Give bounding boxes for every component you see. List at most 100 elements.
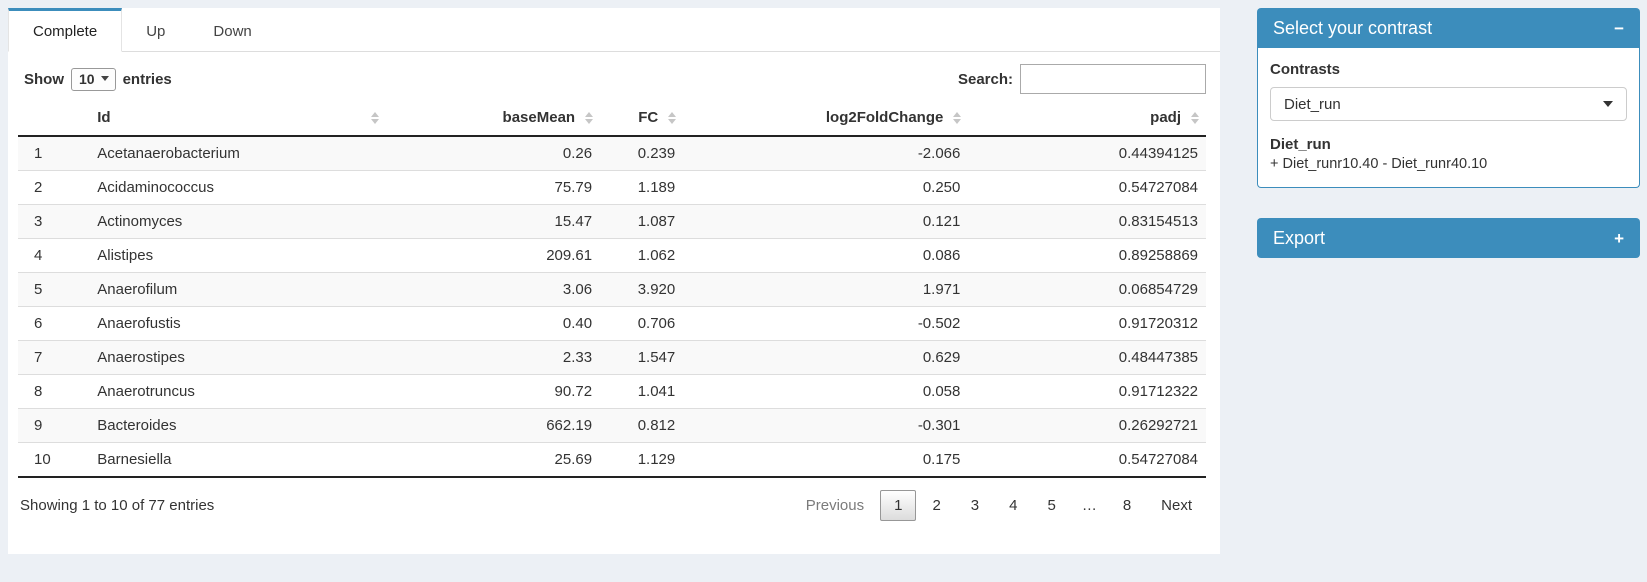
entries-length-control: Show 10 entries	[24, 67, 172, 91]
collapse-minus-icon[interactable]: −	[1614, 18, 1624, 38]
paginate-page-1[interactable]: 1	[880, 490, 917, 521]
cell-padj: 0.48447385	[1118, 349, 1198, 366]
cell-log2foldchange: 0.629	[922, 349, 961, 366]
row-number: 1	[34, 145, 43, 162]
export-panel: Export +	[1257, 218, 1640, 258]
sort-icon[interactable]	[1191, 111, 1199, 124]
row-number: 5	[34, 281, 43, 298]
row-number: 10	[34, 451, 51, 468]
cell-id: Anaerofustis	[97, 315, 181, 332]
paginate-page-2[interactable]: 2	[932, 497, 941, 514]
sort-icon[interactable]	[668, 111, 677, 124]
page: Complete Up Down Show 10 entries Search: I	[8, 8, 1640, 554]
cell-log2foldchange: 0.250	[922, 179, 961, 196]
contrast-panel: Select your contrast − Contrasts Diet_ru…	[1257, 8, 1640, 188]
cell-log2foldchange: -2.066	[917, 145, 961, 162]
search-label: Search:	[957, 70, 1013, 88]
show-label: Show	[24, 70, 64, 88]
column-header-rownum	[18, 100, 90, 137]
paginate-ellipsis: …	[1081, 497, 1097, 514]
cell-padj: 0.06854729	[1118, 281, 1198, 298]
column-header-basemean[interactable]: baseMean	[386, 100, 601, 137]
cell-id: Bacteroides	[97, 417, 177, 434]
cell-padj: 0.91712322	[1118, 383, 1198, 400]
row-number: 6	[34, 315, 43, 332]
cell-basemean: 209.61	[546, 247, 593, 264]
cell-basemean: 75.79	[554, 179, 593, 196]
row-number: 8	[34, 383, 43, 400]
tab-bar: Complete Up Down	[8, 8, 1220, 52]
cell-fc: 3.920	[637, 281, 676, 298]
table-row[interactable]: 3 Actinomyces 15.47 1.087 0.121 0.83154513	[18, 204, 1206, 239]
column-header-padj[interactable]: padj	[968, 100, 1206, 137]
cell-basemean: 0.40	[562, 315, 593, 332]
paginate-next-button[interactable]: Next	[1161, 497, 1192, 514]
table-row[interactable]: 5 Anaerofilum 3.06 3.920 1.971 0.06854729	[18, 272, 1206, 307]
cell-log2foldchange: 0.058	[922, 383, 961, 400]
column-header-fc[interactable]: FC	[600, 100, 684, 137]
sort-icon[interactable]	[371, 111, 380, 124]
contrast-panel-header[interactable]: Select your contrast −	[1257, 8, 1640, 48]
pagination: Previous 1 2 3 4 5 … 8 Next	[790, 490, 1206, 521]
sort-icon[interactable]	[585, 111, 594, 124]
cell-log2foldchange: 1.971	[922, 281, 961, 298]
caret-down-icon	[100, 76, 109, 81]
cell-padj: 0.26292721	[1118, 417, 1198, 434]
cell-id: Barnesiella	[97, 451, 172, 468]
cell-padj: 0.89258869	[1118, 247, 1198, 264]
cell-basemean: 0.26	[562, 145, 593, 162]
table-footer: Showing 1 to 10 of 77 entries Previous 1 2…	[18, 478, 1206, 531]
cell-padj: 0.44394125	[1118, 145, 1198, 162]
cell-id: Acetanaerobacterium	[97, 145, 240, 162]
table-row[interactable]: 8 Anaerotruncus 90.72 1.041 0.058 0.91712322	[18, 374, 1206, 409]
results-table: Id baseMean FC log2FoldChange padj 1 Acetanae…	[18, 100, 1206, 478]
cell-id: Anaerostipes	[97, 349, 185, 366]
paginate-previous-button[interactable]: Previous	[805, 497, 865, 514]
contrast-panel-body: Contrasts Diet_run Diet_run + Diet_runr1…	[1257, 48, 1640, 188]
collapse-plus-icon[interactable]: +	[1614, 228, 1624, 248]
cell-fc: 1.041	[637, 383, 676, 400]
cell-id: Anaerofilum	[97, 281, 178, 298]
column-header-id[interactable]: Id	[89, 100, 387, 137]
column-label: Id	[97, 109, 111, 126]
table-info: Showing 1 to 10 of 77 entries	[20, 497, 215, 514]
tab-up[interactable]: Up	[146, 23, 166, 40]
table-row[interactable]: 4 Alistipes 209.61 1.062 0.086 0.89258869	[18, 238, 1206, 273]
sidebar: Select your contrast − Contrasts Diet_ru…	[1257, 8, 1640, 554]
paginate-page-8[interactable]: 8	[1122, 497, 1132, 514]
row-number: 2	[34, 179, 43, 196]
search-input[interactable]	[1020, 64, 1206, 94]
paginate-page-4[interactable]: 4	[1009, 497, 1018, 514]
cell-padj: 0.54727084	[1118, 179, 1198, 196]
table-row[interactable]: 1 Acetanaerobacterium 0.26 0.239 -2.066 0.443…	[18, 136, 1206, 171]
cell-fc: 1.087	[637, 213, 676, 230]
table-row[interactable]: 10 Barnesiella 25.69 1.129 0.175 0.54727084	[18, 442, 1206, 478]
column-header-log2foldchange[interactable]: log2FoldChange	[683, 100, 969, 137]
tab-down[interactable]: Down	[213, 23, 252, 40]
cell-basemean: 662.19	[546, 417, 593, 434]
cell-log2foldchange: -0.502	[917, 315, 961, 332]
paginate-page-3[interactable]: 3	[970, 497, 980, 514]
cell-padj: 0.54727084	[1118, 451, 1198, 468]
cell-fc: 1.062	[637, 247, 676, 264]
cell-fc: 1.189	[637, 179, 676, 196]
caret-down-icon	[1603, 101, 1613, 107]
cell-fc: 0.239	[637, 145, 676, 162]
cell-log2foldchange: 0.175	[922, 451, 961, 468]
cell-basemean: 90.72	[554, 383, 593, 400]
table-row[interactable]: 7 Anaerostipes 2.33 1.547 0.629 0.48447385	[18, 340, 1206, 375]
table-row[interactable]: 2 Acidaminococcus 75.79 1.189 0.250 0.5472708…	[18, 170, 1206, 205]
tab-complete[interactable]: Complete	[8, 8, 123, 52]
cell-log2foldchange: 0.121	[922, 213, 961, 230]
entries-select[interactable]: 10	[71, 67, 116, 91]
export-panel-header[interactable]: Export +	[1257, 218, 1640, 258]
row-number: 4	[34, 247, 43, 264]
contrasts-label: Contrasts	[1270, 61, 1341, 78]
table-row[interactable]: 9 Bacteroides 662.19 0.812 -0.301 0.26292721	[18, 408, 1206, 443]
row-number: 9	[34, 417, 43, 434]
sort-icon[interactable]	[953, 111, 962, 124]
cell-id: Acidaminococcus	[97, 179, 214, 196]
table-row[interactable]: 6 Anaerofustis 0.40 0.706 -0.502 0.91720312	[18, 306, 1206, 341]
paginate-page-5[interactable]: 5	[1047, 497, 1056, 514]
contrast-select[interactable]: Diet_run	[1270, 87, 1627, 121]
